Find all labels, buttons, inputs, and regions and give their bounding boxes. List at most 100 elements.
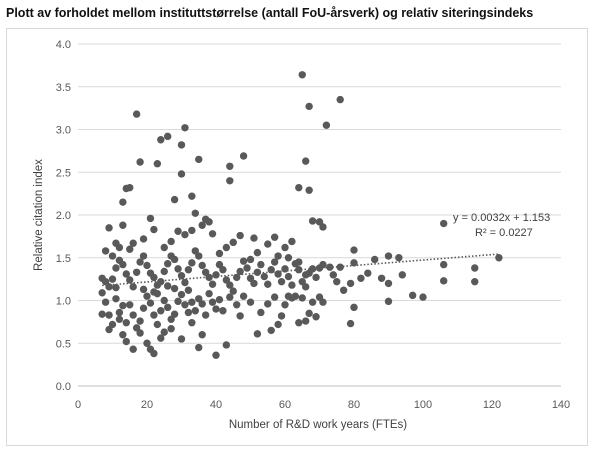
data-point: [222, 243, 231, 252]
data-point: [105, 311, 113, 319]
data-point: [226, 281, 234, 289]
data-point: [132, 110, 141, 118]
data-point: [191, 209, 199, 217]
data-point: [164, 260, 172, 268]
data-point: [188, 298, 196, 306]
x-tick-label: 60: [279, 399, 291, 411]
data-point: [274, 270, 282, 278]
data-point: [319, 298, 327, 306]
data-point: [302, 157, 310, 165]
data-point: [384, 252, 393, 260]
data-point: [253, 248, 262, 257]
data-point: [150, 225, 158, 234]
data-point: [170, 284, 179, 293]
data-point: [229, 238, 237, 247]
data-point: [219, 266, 227, 274]
data-point: [143, 339, 151, 347]
data-point: [160, 328, 168, 336]
data-point: [298, 294, 306, 302]
data-point: [146, 214, 155, 223]
data-point: [126, 183, 134, 192]
data-point: [350, 246, 358, 254]
data-point: [157, 307, 165, 315]
data-point: [384, 297, 393, 306]
data-point: [295, 183, 303, 192]
data-point: [284, 272, 293, 281]
data-point: [208, 230, 217, 238]
data-point: [215, 295, 224, 304]
data-point: [139, 235, 148, 243]
data-point: [274, 252, 282, 260]
data-point: [136, 158, 144, 166]
data-point: [226, 177, 234, 185]
data-point: [243, 264, 251, 272]
data-point: [270, 293, 279, 301]
data-point: [181, 124, 189, 132]
data-point: [233, 273, 241, 282]
x-tick-label: 100: [414, 399, 432, 411]
data-point: [264, 240, 272, 248]
data-point: [136, 258, 144, 266]
data-point: [270, 233, 279, 241]
data-point: [281, 243, 289, 252]
data-point: [188, 259, 196, 267]
data-point: [440, 277, 448, 285]
data-point: [143, 292, 151, 300]
x-tick-label: 0: [75, 399, 81, 411]
data-point: [346, 279, 355, 288]
data-point: [257, 260, 265, 269]
y-tick-label: 2.5: [56, 167, 71, 179]
data-point: [139, 304, 148, 312]
data-point: [170, 255, 179, 264]
data-point: [139, 252, 148, 260]
data-point: [101, 298, 110, 306]
data-point: [253, 330, 262, 338]
data-point: [471, 277, 479, 286]
data-point: [274, 320, 282, 329]
data-point: [153, 160, 162, 168]
data-point: [233, 301, 241, 309]
x-axis-title: Number of R&D work years (FTEs): [229, 419, 407, 431]
data-point: [195, 343, 203, 352]
data-point: [112, 295, 120, 303]
data-point: [195, 155, 203, 164]
data-point: [257, 308, 265, 317]
data-point: [250, 234, 258, 242]
data-point: [308, 298, 317, 306]
data-point: [184, 266, 193, 274]
data-point: [201, 215, 210, 223]
data-point: [236, 267, 244, 276]
data-point: [319, 260, 327, 269]
trendline-equation: y = 0.0032x + 1.153: [453, 212, 550, 224]
x-tick-label: 140: [552, 399, 570, 411]
data-point: [277, 277, 286, 286]
data-point: [305, 186, 313, 194]
data-point: [305, 269, 313, 277]
data-point: [167, 325, 175, 333]
data-point: [236, 231, 244, 240]
data-point: [115, 308, 124, 317]
data-point: [312, 273, 320, 282]
data-point: [160, 243, 168, 252]
data-point: [264, 300, 272, 308]
data-point: [336, 263, 344, 271]
data-point: [333, 277, 341, 286]
x-tick-label: 80: [348, 399, 360, 411]
data-point: [98, 289, 106, 297]
trendline-r-squared: R² = 0.0227: [475, 227, 533, 239]
y-axis-title: Relative citation index: [33, 159, 45, 271]
x-tick-label: 20: [141, 399, 153, 411]
data-point: [440, 219, 448, 228]
data-point: [122, 337, 130, 346]
data-point: [184, 308, 193, 317]
data-point: [198, 300, 206, 308]
data-point: [188, 226, 196, 235]
data-point: [219, 307, 227, 315]
data-point: [302, 317, 310, 325]
data-point: [246, 255, 255, 264]
data-point: [377, 274, 386, 282]
data-point: [150, 273, 158, 282]
data-point: [177, 141, 186, 149]
data-point: [212, 351, 220, 359]
data-point: [105, 283, 113, 291]
